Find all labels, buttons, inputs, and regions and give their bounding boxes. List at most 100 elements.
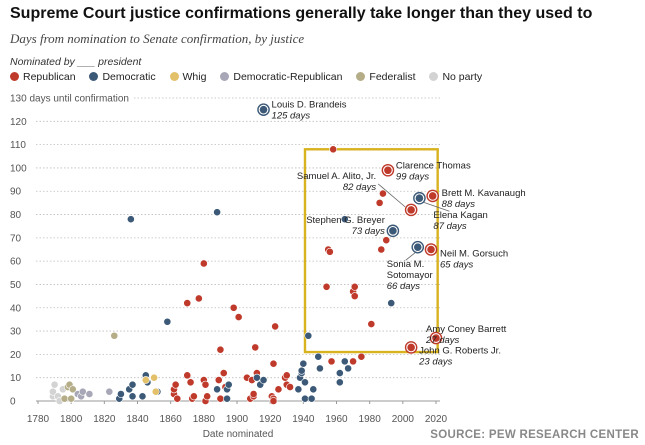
data-point xyxy=(224,380,233,389)
annotation-days: 66 days xyxy=(387,281,421,292)
annotation-name: Louis D. Brandeis xyxy=(272,100,347,111)
x-tick-label: 1960 xyxy=(325,414,348,425)
annotation-days: 87 days xyxy=(433,221,467,232)
data-point xyxy=(322,282,331,291)
annotated-point xyxy=(427,245,435,254)
annotated-point xyxy=(384,166,392,175)
gridlines xyxy=(36,97,440,402)
data-point xyxy=(229,303,238,312)
annotation-days: 27 days xyxy=(425,335,460,346)
y-tick-label: 110 xyxy=(10,140,26,151)
x-axis-label: Date nominated xyxy=(203,429,274,440)
annotation-days: 99 days xyxy=(396,171,430,182)
annotation-days: 82 days xyxy=(343,182,377,193)
x-tick-label: 2020 xyxy=(425,414,448,425)
data-point xyxy=(163,317,172,326)
y-tick-label: 50 xyxy=(10,280,22,291)
data-point xyxy=(141,376,150,384)
chart-subtitle: Days from nomination to Senate confirmat… xyxy=(10,31,305,46)
data-point xyxy=(189,392,198,401)
data-point xyxy=(269,397,278,405)
legend-label-democratic: Democratic xyxy=(102,71,156,83)
data-points xyxy=(49,103,443,405)
legend-swatch-whig xyxy=(169,72,179,81)
highlight-box xyxy=(303,148,439,354)
legend-item-democratic-republican: Democratic-Republican xyxy=(220,71,343,83)
data-point xyxy=(387,299,396,308)
legend-swatch-democratic xyxy=(89,72,99,81)
annotation-name: Neil M. Gorsuch xyxy=(440,249,508,260)
data-point xyxy=(216,345,225,354)
y-axis-label-background xyxy=(8,92,133,106)
y-tick-label: 0 xyxy=(10,397,16,408)
y-tick-label: 120 xyxy=(10,117,27,128)
annotation-days: 65 days xyxy=(440,260,474,271)
data-point xyxy=(304,331,313,340)
data-point xyxy=(171,380,180,389)
legend-label-republican: Republican xyxy=(23,71,76,83)
data-point xyxy=(151,387,160,396)
data-point xyxy=(60,394,69,403)
data-point xyxy=(50,380,59,389)
data-point xyxy=(186,378,195,387)
data-point xyxy=(297,366,306,375)
data-point xyxy=(350,282,359,291)
legend-swatch-federalist xyxy=(356,72,366,81)
y-tick-label: 90 xyxy=(10,187,22,198)
data-point xyxy=(213,385,221,394)
data-point xyxy=(216,394,225,403)
data-point xyxy=(183,299,192,308)
data-point xyxy=(350,292,359,301)
data-point xyxy=(85,390,94,398)
data-point xyxy=(301,378,309,387)
legend: Republican Democratic Whig Democratic-Re… xyxy=(10,71,493,83)
annotation-name: John G. Roberts Jr. xyxy=(419,345,501,356)
legend-swatch-no-party xyxy=(429,72,439,81)
data-point xyxy=(68,385,77,394)
y-axis-label: 130 days until confirmation xyxy=(10,94,129,105)
data-point xyxy=(173,394,182,403)
data-point xyxy=(203,392,212,401)
x-tick-label: 1800 xyxy=(60,414,83,425)
y-tick-label: 60 xyxy=(10,257,22,268)
annotated-point xyxy=(389,227,397,235)
y-tick-label: 30 xyxy=(10,327,22,338)
annotation-name: Clarence Thomas xyxy=(396,160,471,171)
y-tick-label: 70 xyxy=(10,233,22,244)
legend-item-democratic: Democratic xyxy=(89,71,156,83)
data-point xyxy=(357,352,366,361)
annotated-point xyxy=(415,194,424,203)
annotated-point xyxy=(432,334,440,342)
data-point xyxy=(271,322,280,331)
annotation-name: Sonia M. Sotomayor xyxy=(387,259,433,281)
data-point xyxy=(194,294,203,303)
data-point xyxy=(219,369,228,377)
x-tick-label: 1780 xyxy=(27,414,50,425)
legend-label-federalist: Federalist xyxy=(369,71,416,83)
data-point xyxy=(249,390,258,398)
data-point xyxy=(286,383,294,391)
data-point xyxy=(128,380,137,389)
legend-swatch-democratic-republican xyxy=(220,72,230,81)
data-point xyxy=(325,247,334,256)
data-point xyxy=(274,385,283,394)
data-point xyxy=(349,357,357,366)
data-point xyxy=(201,380,210,389)
legend-swatch-republican xyxy=(10,72,19,81)
y-tick-label: 10 xyxy=(10,373,22,384)
data-point xyxy=(105,387,114,396)
data-point xyxy=(314,352,323,361)
y-tick-label: 20 xyxy=(10,350,22,361)
x-tick-label: 1840 xyxy=(126,414,149,425)
legend-item-no-party: No party xyxy=(429,71,482,83)
data-point xyxy=(213,208,221,217)
data-point xyxy=(327,357,336,366)
x-tick-label: 1920 xyxy=(259,414,282,425)
x-tick-label: 2000 xyxy=(392,414,415,425)
annotation-days: 88 days xyxy=(442,199,476,210)
data-point xyxy=(316,364,324,373)
annotation-days: 73 days xyxy=(352,226,386,237)
legend-title: Nominated by ___ president xyxy=(10,56,142,68)
y-tick-label: 80 xyxy=(10,210,22,221)
